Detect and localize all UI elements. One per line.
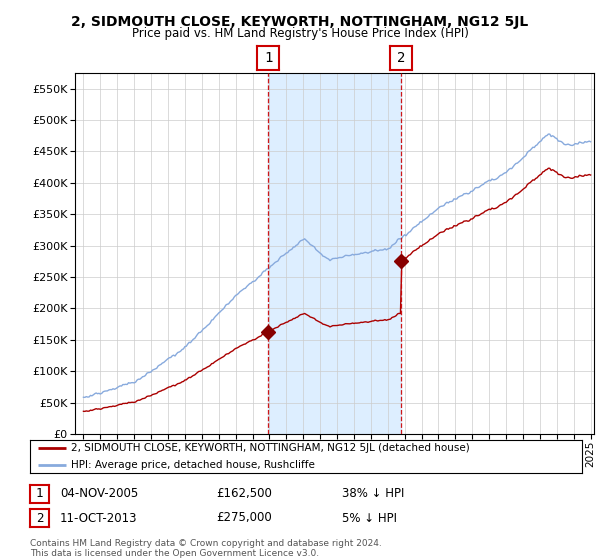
Text: 38% ↓ HPI: 38% ↓ HPI: [342, 487, 404, 501]
Text: 2, SIDMOUTH CLOSE, KEYWORTH, NOTTINGHAM, NG12 5JL (detached house): 2, SIDMOUTH CLOSE, KEYWORTH, NOTTINGHAM,…: [71, 443, 470, 453]
Text: 2: 2: [36, 511, 43, 525]
Text: £162,500: £162,500: [216, 487, 272, 501]
Bar: [268, 73, 401, 434]
Text: 2: 2: [397, 52, 405, 66]
Text: £275,000: £275,000: [216, 511, 272, 525]
Text: 5% ↓ HPI: 5% ↓ HPI: [342, 511, 397, 525]
Text: 11-OCT-2013: 11-OCT-2013: [60, 511, 137, 525]
Text: HPI: Average price, detached house, Rushcliffe: HPI: Average price, detached house, Rush…: [71, 460, 315, 470]
Text: 2, SIDMOUTH CLOSE, KEYWORTH, NOTTINGHAM, NG12 5JL: 2, SIDMOUTH CLOSE, KEYWORTH, NOTTINGHAM,…: [71, 15, 529, 29]
Text: 04-NOV-2005: 04-NOV-2005: [60, 487, 138, 501]
Text: Price paid vs. HM Land Registry's House Price Index (HPI): Price paid vs. HM Land Registry's House …: [131, 27, 469, 40]
Text: 1: 1: [264, 52, 272, 66]
Text: Contains HM Land Registry data © Crown copyright and database right 2024.
This d: Contains HM Land Registry data © Crown c…: [30, 539, 382, 558]
Text: 1: 1: [36, 487, 43, 501]
